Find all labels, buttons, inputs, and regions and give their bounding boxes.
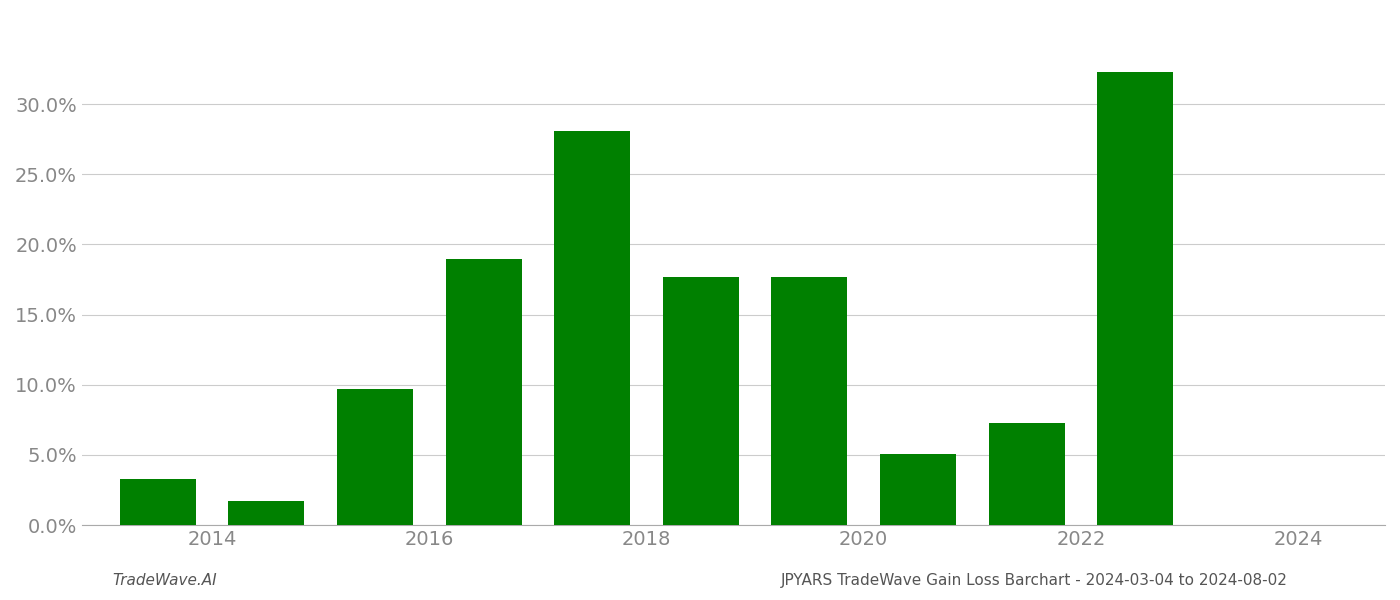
Bar <box>337 389 413 525</box>
Bar <box>445 259 522 525</box>
Bar <box>120 479 196 525</box>
Bar <box>881 454 956 525</box>
Bar <box>228 501 304 525</box>
Bar <box>771 277 847 525</box>
Bar <box>662 277 739 525</box>
Bar <box>1098 72 1173 525</box>
Bar <box>554 131 630 525</box>
Text: TradeWave.AI: TradeWave.AI <box>112 573 217 588</box>
Bar <box>988 423 1064 525</box>
Text: JPYARS TradeWave Gain Loss Barchart - 2024-03-04 to 2024-08-02: JPYARS TradeWave Gain Loss Barchart - 20… <box>781 573 1288 588</box>
